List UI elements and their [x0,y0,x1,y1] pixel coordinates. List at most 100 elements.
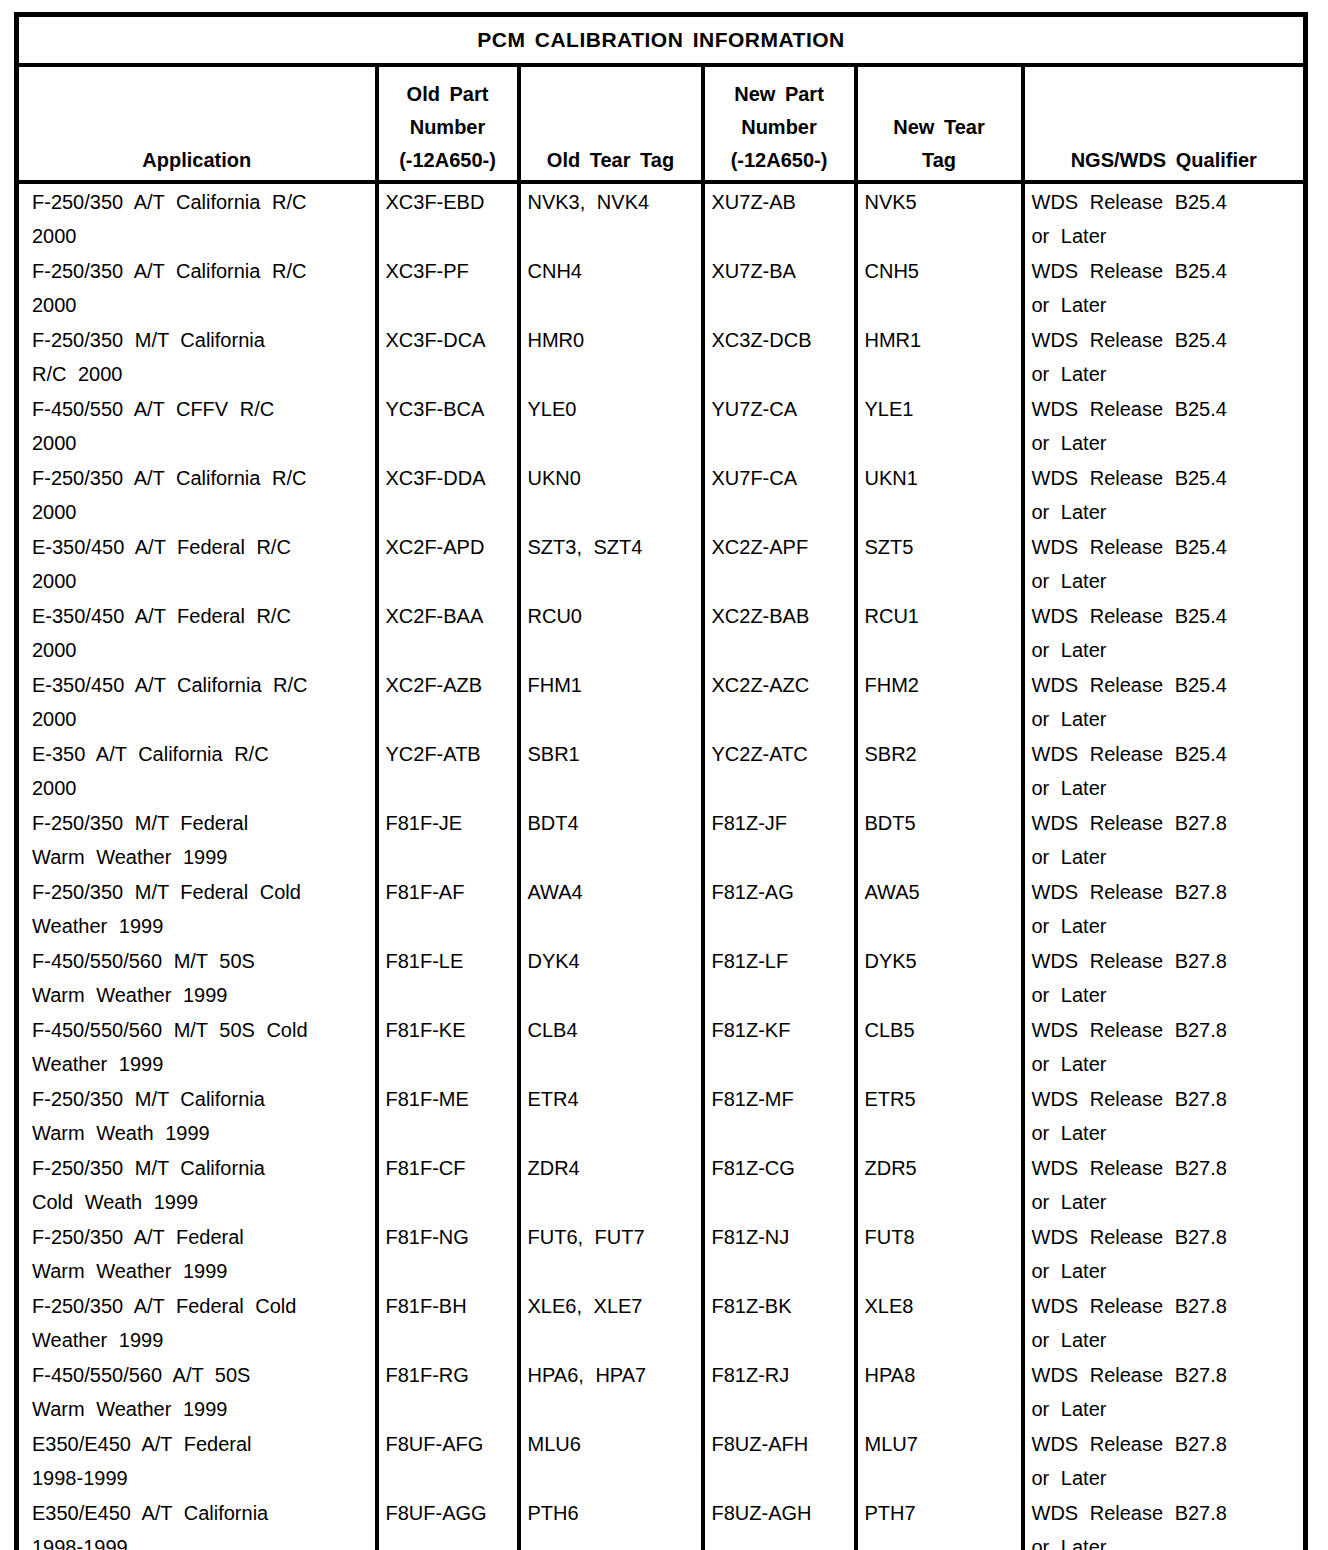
application-line-2: Warm Weather 1999 [32,1393,371,1427]
header-label: New Part [707,78,852,111]
ngs-wds-qualifier-cell: WDS Release B27.8 or Later [1023,1426,1306,1495]
new-part-number-cell: F81Z-AG [703,874,856,943]
new-tear-tag-cell: XLE8 [856,1288,1023,1357]
table-row: F-250/350 A/T California R/C 2000 XC3F-E… [17,182,1306,253]
new-part-number-cell: F81Z-KF [703,1012,856,1081]
header-label: Number [707,111,852,144]
header-label: Application [21,144,373,177]
table-row: E-350/450 A/T California R/C 2000 XC2F-A… [17,667,1306,736]
qualifier-line-2: or Later [1032,289,1300,323]
application-cell: E350/E450 A/T Federal 1998-1999 [17,1426,377,1495]
new-part-number-cell: F81Z-LF [703,943,856,1012]
qualifier-line-2: or Later [1032,1117,1300,1151]
new-part-number-cell: F81Z-JF [703,805,856,874]
qualifier-line-2: or Later [1032,1462,1300,1496]
new-tear-tag-cell: MLU7 [856,1426,1023,1495]
qualifier-line-2: or Later [1032,1186,1300,1220]
table-row: F-250/350 A/T California R/C 2000 XC3F-P… [17,253,1306,322]
application-line-1: E350/E450 A/T Federal [32,1428,371,1462]
column-header-ngs-wds-qualifier: NGS/WDS Qualifier [1023,65,1306,182]
old-tear-tag-cell: CNH4 [519,253,703,322]
table-row: F-450/550 A/T CFFV R/C 2000 YC3F-BCA YLE… [17,391,1306,460]
new-tear-tag-cell: SZT5 [856,529,1023,598]
table-row: F-250/350 M/T Federal Warm Weather 1999 … [17,805,1306,874]
new-part-number-cell: YC2Z-ATC [703,736,856,805]
qualifier-line-2: or Later [1032,1531,1300,1550]
application-line-2: 2000 [32,220,371,254]
application-line-1: F-250/350 A/T Federal [32,1221,371,1255]
old-part-number-cell: YC2F-ATB [377,736,519,805]
application-cell: F-250/350 A/T California R/C 2000 [17,460,377,529]
application-line-2: Cold Weath 1999 [32,1186,371,1220]
application-line-1: E-350 A/T California R/C [32,738,371,772]
qualifier-line-1: WDS Release B27.8 [1032,1083,1300,1117]
qualifier-line-1: WDS Release B27.8 [1032,1428,1300,1462]
old-part-number-cell: XC2F-BAA [377,598,519,667]
column-header-new-tear-tag: New Tear Tag [856,65,1023,182]
old-part-number-cell: XC3F-DCA [377,322,519,391]
new-part-number-cell: XC2Z-BAB [703,598,856,667]
ngs-wds-qualifier-cell: WDS Release B25.4 or Later [1023,253,1306,322]
table-row: E-350/450 A/T Federal R/C 2000 XC2F-BAA … [17,598,1306,667]
table-row: F-450/550/560 M/T 50S Warm Weather 1999 … [17,943,1306,1012]
application-line-2: Warm Weather 1999 [32,841,371,875]
qualifier-line-1: WDS Release B27.8 [1032,1497,1300,1531]
old-part-number-cell: F8UF-AFG [377,1426,519,1495]
table-row: F-250/350 M/T California Warm Weath 1999… [17,1081,1306,1150]
new-part-number-cell: XC3Z-DCB [703,322,856,391]
old-tear-tag-cell: FUT6, FUT7 [519,1219,703,1288]
header-label: (-12A650-) [381,144,515,177]
old-tear-tag-cell: ETR4 [519,1081,703,1150]
qualifier-line-1: WDS Release B25.4 [1032,600,1300,634]
old-tear-tag-cell: UKN0 [519,460,703,529]
ngs-wds-qualifier-cell: WDS Release B25.4 or Later [1023,322,1306,391]
qualifier-line-2: or Later [1032,979,1300,1013]
application-line-1: F-250/350 A/T California R/C [32,255,371,289]
qualifier-line-1: WDS Release B27.8 [1032,876,1300,910]
new-tear-tag-cell: HPA8 [856,1357,1023,1426]
new-tear-tag-cell: CNH5 [856,253,1023,322]
qualifier-line-1: WDS Release B25.4 [1032,186,1300,220]
new-tear-tag-cell: DYK5 [856,943,1023,1012]
ngs-wds-qualifier-cell: WDS Release B27.8 or Later [1023,1150,1306,1219]
new-part-number-cell: YU7Z-CA [703,391,856,460]
old-tear-tag-cell: HPA6, HPA7 [519,1357,703,1426]
old-part-number-cell: F81F-LE [377,943,519,1012]
application-cell: E350/E450 A/T California 1998-1999 [17,1495,377,1550]
column-header-application: Application [17,65,377,182]
application-cell: F-250/350 A/T Federal Warm Weather 1999 [17,1219,377,1288]
application-line-1: F-250/350 M/T Federal [32,807,371,841]
new-tear-tag-cell: ZDR5 [856,1150,1023,1219]
qualifier-line-2: or Later [1032,1393,1300,1427]
application-line-1: F-450/550/560 M/T 50S Cold [32,1014,371,1048]
application-line-1: F-450/550/560 A/T 50S [32,1359,371,1393]
application-line-1: F-250/350 A/T Federal Cold [32,1290,371,1324]
old-tear-tag-cell: NVK3, NVK4 [519,182,703,253]
ngs-wds-qualifier-cell: WDS Release B27.8 or Later [1023,1357,1306,1426]
qualifier-line-1: WDS Release B25.4 [1032,669,1300,703]
old-part-number-cell: F8UF-AGG [377,1495,519,1550]
application-line-2: 2000 [32,772,371,806]
qualifier-line-2: or Later [1032,1048,1300,1082]
application-line-1: F-250/350 M/T California [32,1083,371,1117]
application-line-1: F-250/350 A/T California R/C [32,462,371,496]
new-tear-tag-cell: AWA5 [856,874,1023,943]
document-page: PCM CALIBRATION INFORMATION Application … [0,0,1328,1550]
qualifier-line-1: WDS Release B25.4 [1032,255,1300,289]
new-tear-tag-cell: YLE1 [856,391,1023,460]
application-cell: F-250/350 M/T California R/C 2000 [17,322,377,391]
application-cell: E-350/450 A/T California R/C 2000 [17,667,377,736]
header-label: NGS/WDS Qualifier [1027,144,1302,177]
ngs-wds-qualifier-cell: WDS Release B27.8 or Later [1023,1495,1306,1550]
ngs-wds-qualifier-cell: WDS Release B25.4 or Later [1023,598,1306,667]
table-row: E-350 A/T California R/C 2000 YC2F-ATB S… [17,736,1306,805]
qualifier-line-1: WDS Release B25.4 [1032,531,1300,565]
application-cell: F-250/350 M/T Federal Warm Weather 1999 [17,805,377,874]
application-line-1: E-350/450 A/T California R/C [32,669,371,703]
new-tear-tag-cell: NVK5 [856,182,1023,253]
new-tear-tag-cell: SBR2 [856,736,1023,805]
application-line-2: 2000 [32,634,371,668]
application-line-2: 1998-1999 [32,1462,371,1496]
qualifier-line-2: or Later [1032,358,1300,392]
new-part-number-cell: XU7F-CA [703,460,856,529]
